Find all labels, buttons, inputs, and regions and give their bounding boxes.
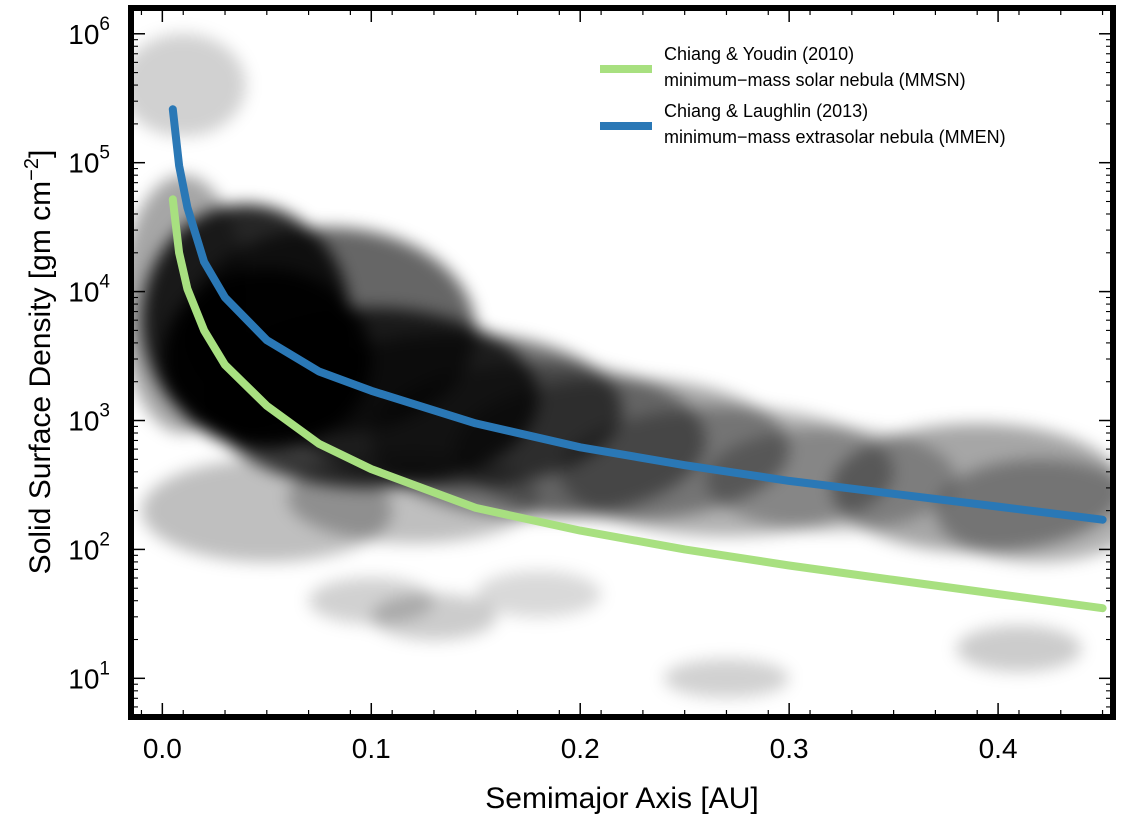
legend-label-series-2: Chiang & Laughlin (2013)	[664, 101, 868, 121]
y-tick-label: 103	[68, 401, 110, 437]
density-blob	[956, 625, 1082, 672]
density-background	[131, 33, 1113, 698]
legend-sublabel-series-2: minimum−mass extrasolar nebula (MMEN)	[664, 127, 1006, 147]
y-tick-label: 105	[68, 143, 110, 179]
density-blob	[663, 658, 790, 698]
ticks-layer: 0.0 0.1 0.2 0.3 0.4 101 102 103 104 105 106	[68, 8, 1113, 764]
y-axis-title-main: Solid Surface Density [gm cm	[24, 181, 57, 574]
y-tick-label: 101	[68, 658, 110, 694]
x-tick-label: 0.1	[352, 733, 391, 764]
y-tick-label: 104	[68, 272, 110, 308]
y-tick-label: 102	[68, 529, 110, 565]
x-tick-label: 0.3	[770, 733, 809, 764]
density-blob	[371, 593, 497, 641]
series-line-2	[168, 105, 1107, 524]
density-blob	[287, 453, 539, 544]
y-axis-title-sup: −2	[21, 158, 43, 181]
series-line-1	[168, 195, 1107, 613]
x-tick-label: 0.2	[561, 733, 600, 764]
density-blob	[131, 33, 246, 137]
x-tick-label: 0.0	[143, 733, 182, 764]
y-axis-title: Solid Surface Density [gm cm−2]	[21, 150, 57, 575]
x-axis-title: Semimajor Axis [AU]	[485, 782, 758, 815]
plot-frame	[128, 5, 1116, 720]
y-tick-label: 106	[68, 14, 110, 50]
x-tick-label: 0.4	[979, 733, 1018, 764]
series-layer	[168, 105, 1107, 613]
density-blob	[475, 570, 602, 618]
legend: Chiang & Youdin (2010) minimum−mass sola…	[600, 44, 1006, 147]
legend-sublabel-series-1: minimum−mass solar nebula (MMSN)	[664, 70, 966, 90]
legend-label-series-1: Chiang & Youdin (2010)	[664, 44, 854, 64]
y-axis-title-close: ]	[24, 150, 57, 158]
